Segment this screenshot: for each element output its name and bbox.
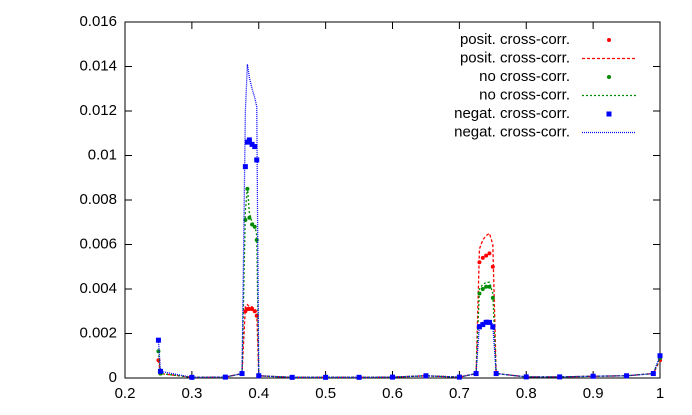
data-point — [390, 374, 395, 380]
data-point — [490, 295, 495, 300]
legend-label: no cross-corr. — [479, 86, 570, 103]
data-point — [249, 141, 255, 147]
series-line — [157, 64, 661, 378]
data-point — [657, 353, 663, 359]
data-point — [246, 137, 252, 143]
data-point — [483, 319, 489, 325]
y-tick-label: 0.002 — [79, 324, 117, 341]
data-point — [256, 373, 262, 379]
x-tick-label: 0.9 — [583, 385, 604, 402]
data-point — [289, 374, 295, 380]
data-point — [252, 144, 258, 150]
legend-label: negat. cross-corr. — [454, 105, 570, 122]
series-line — [157, 186, 661, 378]
x-tick-label: 0.5 — [315, 385, 336, 402]
y-tick-label: 0 — [109, 369, 117, 386]
y-tick-label: 0.004 — [79, 280, 117, 297]
data-point — [242, 164, 248, 170]
legend-swatch — [606, 111, 612, 117]
data-point — [189, 374, 195, 380]
x-tick-label: 1 — [656, 385, 664, 402]
data-point — [487, 251, 492, 256]
data-point — [624, 373, 630, 379]
legend-label: posit. cross-corr. — [460, 31, 570, 48]
data-point — [484, 284, 489, 289]
data-point — [480, 287, 485, 291]
data-point — [157, 368, 163, 374]
legend-label: negat. cross-corr. — [454, 123, 570, 140]
y-tick-label: 0.012 — [79, 102, 117, 119]
y-tick-label: 0.008 — [79, 191, 117, 208]
data-point — [590, 373, 596, 379]
data-point — [254, 157, 260, 163]
x-tick-label: 0.4 — [248, 385, 269, 402]
x-tick-label: 0.2 — [115, 385, 136, 402]
x-tick-label: 0.7 — [449, 385, 470, 402]
data-point — [490, 324, 496, 330]
data-point — [480, 255, 485, 260]
legend-swatch — [607, 38, 611, 42]
legend-label: posit. cross-corr. — [460, 49, 570, 66]
y-tick-label: 0.01 — [88, 146, 117, 163]
x-tick-label: 0.8 — [516, 385, 537, 402]
plot-border — [124, 21, 661, 379]
legend-label: no cross-corr. — [479, 68, 570, 85]
data-point — [650, 371, 656, 377]
x-tick-label: 0.6 — [382, 385, 403, 402]
data-point — [486, 319, 492, 325]
data-point — [480, 322, 486, 328]
y-tick-label: 0.016 — [79, 13, 117, 30]
data-point — [473, 371, 479, 377]
data-point — [484, 253, 489, 258]
y-tick-label: 0.006 — [79, 235, 117, 252]
data-point — [239, 371, 245, 377]
series-line — [157, 232, 661, 378]
legend-swatch — [607, 75, 611, 79]
y-tick-label: 0.014 — [79, 57, 117, 74]
x-tick-label: 0.3 — [181, 385, 202, 402]
